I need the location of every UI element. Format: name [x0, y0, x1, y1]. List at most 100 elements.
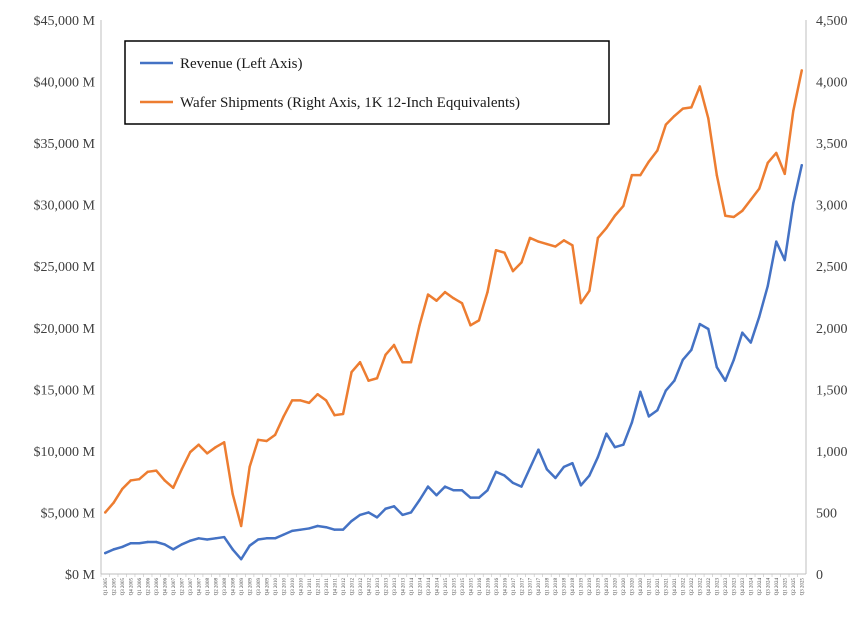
wafer-shipments-point [180, 468, 183, 471]
x-axis-tick-label: Q2 2012 [350, 578, 355, 596]
x-axis-tick-label: Q4 2008 [231, 578, 236, 596]
revenue-point [316, 524, 319, 528]
revenue-point [409, 511, 413, 514]
revenue-point [248, 544, 251, 547]
x-axis-tick-label: Q2 2013 [384, 578, 389, 596]
wafer-shipments-point [579, 301, 583, 305]
wafer-shipments-point [222, 441, 226, 444]
revenue-point [579, 484, 583, 487]
x-axis-tick-label: Q3 2022 [699, 578, 704, 596]
x-axis-tick-label: Q1 2019 [580, 578, 585, 596]
wafer-shipments-point [231, 492, 234, 496]
wafer-shipments-point [783, 172, 786, 176]
wafer-shipments-points [104, 69, 803, 528]
revenue-point [112, 548, 115, 551]
wafer-shipments-point [741, 209, 744, 213]
wafer-shipments-point [155, 469, 158, 472]
wafer-shipments-point [324, 399, 328, 402]
revenue-point [418, 498, 421, 502]
wafer-shipments-point [316, 393, 319, 396]
x-axis-ticks: Q1 2005 Q2 2005 Q3 2005 Q4 2005 Q1 2006 Q2 20… [100, 574, 806, 596]
revenue-point [596, 455, 600, 459]
wafer-shipments-point [681, 107, 685, 110]
revenue-point [180, 543, 183, 546]
revenue-point [129, 542, 132, 545]
revenue-point [792, 202, 795, 205]
revenue-point [375, 516, 379, 519]
revenue-point [647, 415, 651, 418]
revenue-point [477, 496, 481, 499]
wafer-shipments-point [205, 452, 209, 455]
x-axis-tick-label: Q3 2015 [461, 578, 466, 596]
wafer-shipments-point [104, 511, 107, 514]
wafer-shipments-point [409, 361, 413, 364]
x-axis-tick-label: Q1 2009 [240, 578, 245, 596]
x-axis-tick-label: Q3 2011 [325, 578, 330, 596]
x-axis-tick-label: Q1 2011 [308, 578, 313, 596]
x-axis-tick-label: Q1 2015 [444, 578, 449, 596]
x-axis-tick-label: Q2 2015 [452, 578, 457, 596]
wafer-shipments-point [341, 412, 345, 416]
x-axis-tick-label: Q1 2007 [172, 578, 177, 596]
revenue-point [724, 379, 727, 382]
x-axis-tick-label: Q3 2006 [155, 578, 160, 596]
revenue-point [545, 468, 549, 471]
x-axis-tick-label: Q2 2011 [316, 578, 321, 596]
x-axis-tick-label: Q4 2023 [741, 578, 746, 596]
x-axis-tick-label: Q4 2018 [571, 578, 576, 596]
x-axis-tick-label: Q4 2010 [299, 578, 304, 596]
x-axis-tick-label: Q3 2016 [495, 578, 500, 596]
wafer-shipments-point [282, 415, 285, 418]
revenue-point [172, 548, 175, 551]
wafer-shipments-point [477, 319, 481, 322]
wafer-shipments-point [460, 301, 464, 305]
wafer-shipments-point [265, 439, 268, 443]
wafer-shipments-point [554, 245, 557, 248]
x-axis-tick-label: Q1 2017 [512, 578, 517, 596]
right-axis-tick-label: 3,000 [816, 199, 848, 214]
revenue-point [443, 485, 447, 488]
wafer-shipments-point [443, 290, 447, 294]
x-axis-tick-label: Q3 2014 [427, 578, 432, 596]
wafer-shipments-point [698, 85, 702, 88]
revenue-point [520, 485, 523, 488]
wafer-shipments-point [452, 297, 455, 300]
plot-area [100, 20, 807, 575]
x-axis-tick-label: Q2 2021 [656, 578, 661, 596]
wafer-shipments-point [273, 433, 277, 437]
wafer-shipments-point [605, 226, 608, 230]
revenue-point [205, 538, 209, 541]
x-axis-tick-label: Q4 2021 [673, 578, 678, 596]
revenue-point [282, 533, 285, 536]
x-axis-tick-label: Q4 2013 [401, 578, 406, 596]
wafer-shipments-point [163, 479, 166, 482]
wafer-shipments-point [800, 69, 803, 72]
revenue-point [367, 511, 370, 514]
x-axis-tick-label: Q3 2008 [223, 578, 228, 596]
x-axis-tick-label: Q4 2009 [265, 578, 270, 596]
x-axis-tick-label: Q2 2010 [282, 578, 287, 596]
x-axis-tick-label: Q2 2008 [214, 578, 219, 596]
revenue-point [800, 164, 803, 167]
wafer-shipments-point [528, 236, 532, 240]
revenue-point [511, 481, 515, 485]
x-axis-tick-label: Q2 2024 [758, 578, 763, 596]
left-axis-tick-label: $25,000 M [34, 260, 96, 275]
right-axis-tick-label: 2,500 [816, 260, 848, 275]
wafer-shipments-point [511, 269, 515, 273]
wafer-shipments-point [792, 109, 795, 113]
revenue-point [528, 466, 532, 470]
legend-box [124, 40, 610, 125]
revenue-point [494, 470, 498, 474]
revenue-point [197, 537, 200, 540]
x-axis-tick-label: Q4 2005 [130, 578, 135, 596]
revenue-point [775, 240, 778, 243]
revenue-point [222, 535, 226, 539]
x-axis-tick-label: Q3 2025 [801, 578, 806, 596]
x-axis-tick-label: Q3 2023 [733, 578, 738, 596]
legend: Revenue (Left Axis) Wafer Shipments (Rig… [124, 40, 610, 125]
revenue-point [681, 358, 685, 361]
wafer-shipments-point [766, 161, 769, 165]
revenue-point [690, 348, 693, 352]
